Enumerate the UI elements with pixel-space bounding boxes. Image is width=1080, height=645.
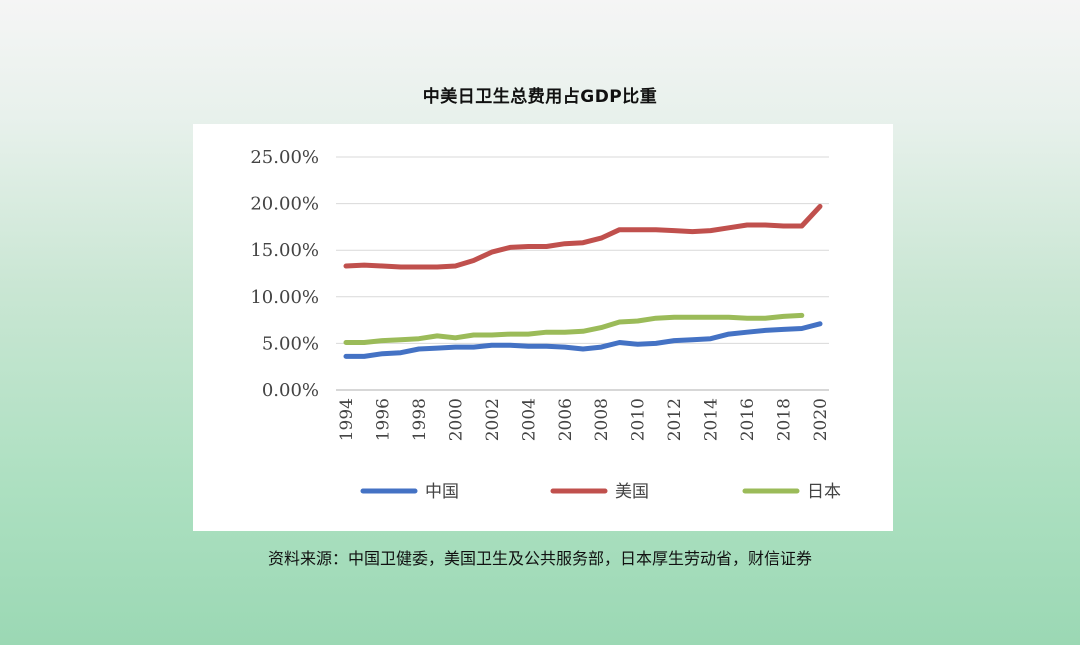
- x-tick-label: 2014: [702, 398, 722, 441]
- x-tick-label: 2002: [483, 398, 503, 441]
- legend-label: 美国: [615, 482, 649, 502]
- series-line-2: [343, 312, 805, 345]
- x-tick-label: 2012: [665, 398, 685, 441]
- x-tick-label: 2006: [556, 398, 576, 441]
- y-tick-label: 0.00%: [262, 380, 319, 401]
- chart-title: 中美日卫生总费用占GDP比重: [422, 87, 658, 107]
- x-tick-label: 2018: [775, 398, 795, 441]
- y-tick-label: 25.00%: [250, 147, 319, 168]
- legend-label: 中国: [425, 482, 459, 502]
- source-note: 资料来源：中国卫健委，美国卫生及公共服务部，日本厚生劳动省，财信证券: [267, 549, 812, 568]
- y-tick-label: 5.00%: [262, 333, 319, 354]
- series-line-1: [343, 203, 823, 270]
- x-tick-label: 2016: [738, 398, 758, 441]
- x-tick-label: 2020: [811, 398, 831, 441]
- legend-label: 日本: [807, 482, 841, 502]
- x-tick-label: 2010: [629, 398, 649, 441]
- series-line-0: [343, 321, 823, 359]
- chart-panel: 0.00% 5.00% 10.00% 15.00% 20.00% 25.00% 1994 19…: [193, 124, 893, 531]
- y-tick-label: 20.00%: [250, 194, 319, 215]
- line-chart: 0.00% 5.00% 10.00% 15.00% 20.00% 25.00% 1994 19…: [250, 147, 841, 502]
- y-tick-label: 15.00%: [250, 240, 319, 261]
- x-tick-label: 2008: [592, 398, 612, 441]
- x-tick-label: 1994: [337, 398, 357, 441]
- x-tick-label: 2000: [446, 398, 466, 441]
- x-tick-label: 1996: [373, 398, 393, 441]
- x-tick-label: 2004: [519, 398, 539, 441]
- x-tick-label: 1998: [410, 398, 430, 441]
- y-tick-label: 10.00%: [250, 287, 319, 308]
